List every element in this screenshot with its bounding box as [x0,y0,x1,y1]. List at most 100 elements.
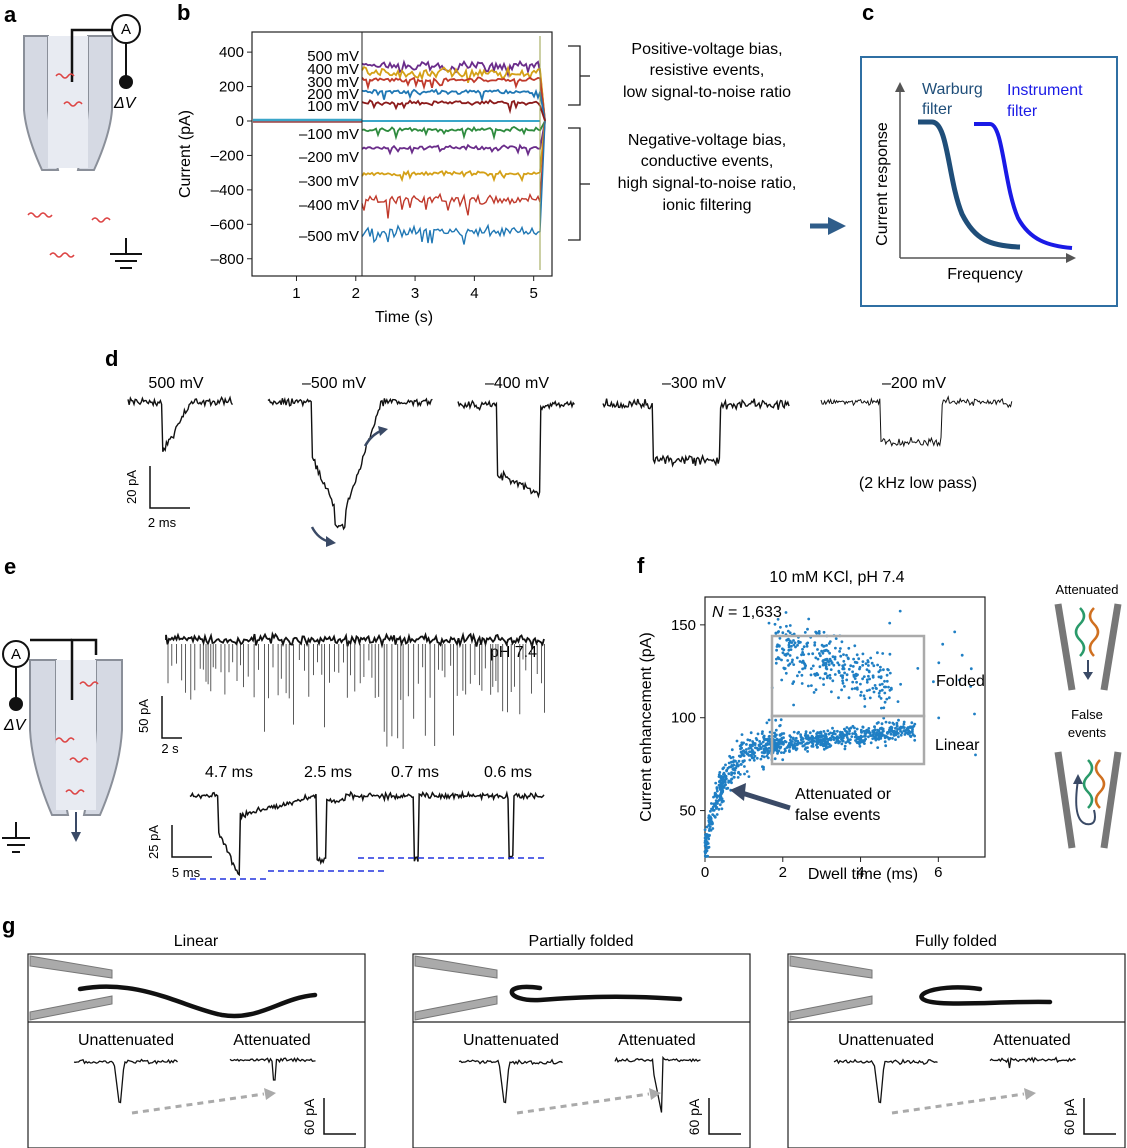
g-scale-label: 60 pA [1061,1098,1077,1135]
scatter-point [849,664,853,668]
g-subpanel-2: Partially folded Unattenuated Attenuated 60… [412,933,751,1148]
panel-d: d 500 mV –500 mV –400 mV –300 mV –200 mV… [105,346,1013,547]
scatter-point [795,743,799,747]
panel-label-g: g [2,913,15,938]
scatter-point [788,743,791,746]
xtick-label-b: 3 [411,285,419,302]
scatter-point [711,805,715,809]
g-scale-bar [708,1098,741,1135]
event-traces-d [127,395,1013,531]
ytick-label-f: 50 [679,803,696,820]
scatter-point [745,770,749,773]
scatter-point [801,736,804,740]
scatter-point [803,747,807,751]
scatter-point [830,690,833,694]
scatter-point [851,670,854,674]
scatter-point [855,737,859,741]
scatter-point [850,687,854,691]
scatter-point [833,657,837,661]
g-dna-shape [919,985,1053,1006]
scatter-point [868,688,871,692]
scatter-point [763,750,767,754]
scatter-point [781,631,785,635]
scatter-point [890,726,894,729]
long-trace-baseline [165,631,545,650]
scatter-point [843,685,846,688]
scatter-point [731,755,735,759]
scatter-point [707,819,711,822]
scatter-point [862,735,866,738]
event-trace-neg300mV [602,398,790,468]
scatter-point [902,720,906,724]
scatter-point [773,741,777,744]
scatter-point [875,687,878,690]
long-trace-e [165,631,545,749]
scatter-point [726,786,730,790]
scatter-point [717,807,721,811]
scatter-point [803,666,807,669]
g-attenuated-trace [229,1057,316,1081]
g-transition-arrow [891,1092,1025,1115]
scatter-point [845,726,849,729]
scatter-point [780,751,783,754]
scatter-point [810,734,814,738]
scatter-point [869,734,873,737]
scatter-point [794,739,797,743]
scatter-point [883,691,887,695]
scatter-point [941,642,945,646]
scatter-point [916,667,920,670]
scatter-point [861,677,864,681]
scatter-point [848,729,851,733]
scatter-point [706,842,710,845]
scatter-point [880,706,883,710]
scatter-point [795,747,799,750]
scatter-point [802,653,806,656]
scatter-point [725,768,729,772]
scatter-point [743,772,746,776]
scatter-point [720,800,724,804]
scatter-point [856,673,859,677]
scatter-point [782,732,786,735]
scatter-point [705,845,708,849]
scatter-point [775,648,778,652]
scatter-point [829,668,833,671]
scatter-point [824,732,827,736]
g-transition-arrow [131,1092,265,1115]
scatter-point [715,806,718,809]
scatter-point [841,739,845,743]
scatter-point [761,730,764,733]
scatter-point [763,737,767,741]
xlabel-c: Frequency [947,266,1023,283]
scatter-point [740,746,743,750]
scatter-point [790,740,793,743]
scatter-point [867,735,870,739]
scatter-point [773,757,777,761]
scatter-point [807,741,810,745]
scatter-point [807,617,811,621]
scatter-point [879,697,883,700]
scatter-point [751,744,754,748]
scatter-point [814,688,818,692]
d-label-neg300: –300 mV [662,375,726,392]
dwell-label-2: 2.5 ms [304,764,352,781]
scatter-point [894,726,897,730]
scatter-point [792,663,796,666]
scatter-point [813,643,817,647]
scatter-point [829,737,833,741]
panel-label-f: f [637,553,645,578]
scatter-point [799,640,802,644]
g-box [27,953,366,1148]
scatter-point [849,738,852,741]
scatter-point [811,745,815,748]
scatter-point [887,696,891,700]
scatter-point [735,762,739,765]
scatter-point [859,734,863,738]
scatter-point [721,778,725,782]
ph-label-e: pH 7.4 [490,644,537,661]
g-scale-label: 60 pA [686,1098,702,1135]
scatter-point [868,731,872,735]
scatter-point [754,746,757,750]
scatter-point [833,673,837,676]
scatter-point [765,721,769,725]
scatter-point [782,751,786,754]
